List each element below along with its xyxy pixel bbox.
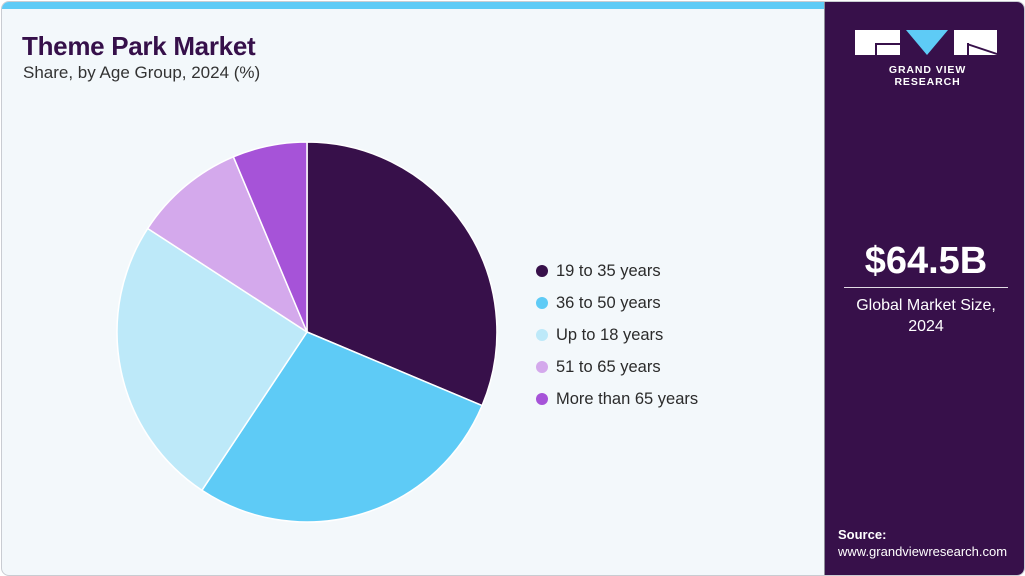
legend-item-36-to-50[interactable]: 36 to 50 years [536,287,698,319]
legend-label: Up to 18 years [556,325,664,344]
legend-marker-icon [536,393,548,405]
legend-label: More than 65 years [556,389,699,408]
legend-label: 19 to 35 years [556,261,661,280]
legend-marker-icon [536,265,548,277]
market-size-value: $64.5B [864,240,988,282]
source-link[interactable]: www.grandviewresearch.com [838,544,1008,559]
legend-marker-icon [536,297,548,309]
accent-bar [2,2,825,9]
legend-marker-icon [536,361,548,373]
brand-name: GRAND VIEW RESEARCH [888,64,967,88]
pie-slice-up-to-18[interactable] [116,227,308,492]
source-label: Source: [838,527,887,542]
market-size-label-line2: 2024 [908,318,944,335]
chart-title: Theme Park Market [22,31,256,61]
pie-slice-more-than-65[interactable] [232,141,308,333]
divider [844,287,1008,288]
chart-area: Theme Park Market Share, by Age Group, 2… [2,9,825,575]
pie-chart [116,141,498,523]
legend-item-more-than-65[interactable]: More than 65 years [536,383,698,415]
legend-label: 51 to 65 years [556,357,661,376]
info-sidebar: GRAND VIEW RESEARCH $64.5B Global Market… [824,2,1024,575]
legend-label: 36 to 50 years [556,293,661,312]
legend-item-19-to-35[interactable]: 19 to 35 years [536,255,698,287]
chart-subtitle: Share, by Age Group, 2024 (%) [23,63,261,82]
chart-legend: 19 to 35 years 36 to 50 years Up to 18 y… [536,255,698,415]
market-size-label: Global Market Size, 2024 [825,295,1024,337]
market-size-label-line1: Global Market Size, [856,297,996,314]
legend-item-up-to-18[interactable]: Up to 18 years [536,319,698,351]
pie-slice-51-to-65[interactable] [146,156,308,333]
gvr-logo-icon [855,30,997,55]
pie-slice-36-to-50[interactable] [201,331,483,523]
grand-view-research-logo[interactable]: GRAND VIEW RESEARCH [855,30,1000,88]
legend-marker-icon [536,329,548,341]
legend-item-51-to-65[interactable]: 51 to 65 years [536,351,698,383]
pie-slice-19-to-35[interactable] [306,141,498,407]
